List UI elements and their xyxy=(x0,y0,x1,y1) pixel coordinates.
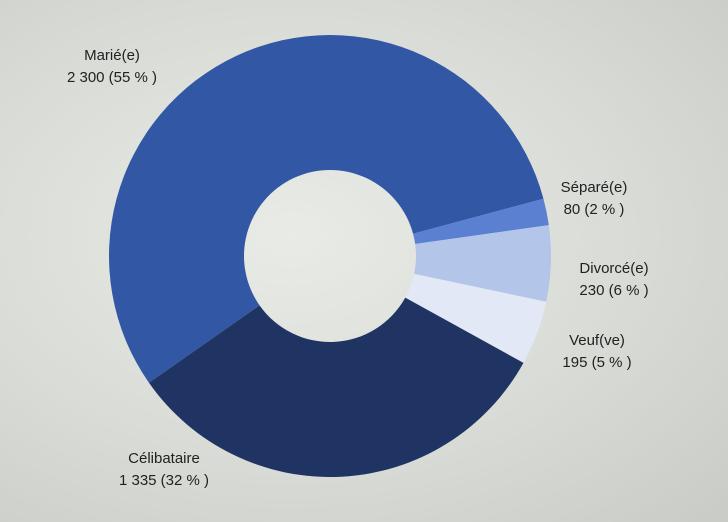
slice-label: Divorcé(e) xyxy=(579,260,648,277)
value-label: 2 300 (55 % ) xyxy=(67,69,157,86)
value-label: 80 (2 % ) xyxy=(564,201,625,218)
value-label: 195 (5 % ) xyxy=(562,354,631,371)
value-label: 230 (6 % ) xyxy=(579,282,648,299)
slice-label: Célibataire xyxy=(128,450,200,467)
chart: Marié(e) 2 300 (55 % ) Séparé(e) 80 (2 % ) D… xyxy=(0,0,728,522)
slice-label: Marié(e) xyxy=(84,47,140,64)
value-label: 1 335 (32 % ) xyxy=(119,472,209,489)
slice-label: Veuf(ve) xyxy=(569,332,625,349)
slice-label: Séparé(e) xyxy=(561,179,628,196)
screen: Marié(e) 2 300 (55 % ) Séparé(e) 80 (2 % ) D… xyxy=(0,0,728,522)
